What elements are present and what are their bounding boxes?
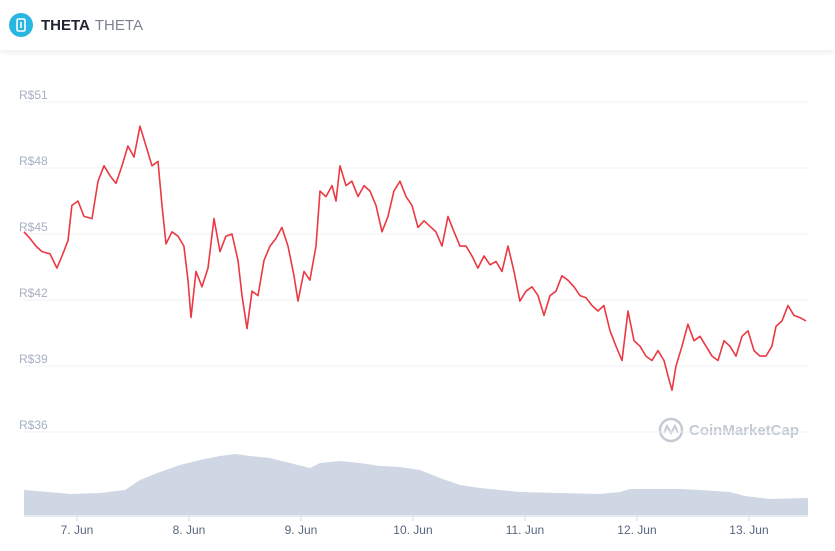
volume-area	[24, 454, 808, 515]
x-tick-label: 10. Jun	[393, 523, 432, 537]
watermark-logo-glyph	[663, 423, 679, 436]
y-tick-label: R$51	[19, 88, 48, 102]
y-tick-label: R$42	[19, 286, 48, 300]
x-tick-label: 7. Jun	[61, 523, 94, 537]
coin-name: THETA	[41, 16, 90, 34]
y-tick-label: R$36	[19, 418, 48, 432]
x-tick-label: 12. Jun	[617, 523, 656, 537]
x-tick-label: 8. Jun	[173, 523, 206, 537]
x-tick-label: 13. Jun	[729, 523, 768, 537]
x-tick-label: 9. Jun	[285, 523, 318, 537]
y-tick-label: R$45	[19, 220, 48, 234]
x-tick-label: 11. Jun	[506, 523, 544, 537]
watermark: CoinMarketCap	[689, 422, 799, 439]
y-tick-label: R$39	[19, 352, 48, 366]
coin-symbol: THETA	[94, 16, 143, 34]
icon-glyph	[16, 18, 26, 32]
header: THETA THETA	[0, 0, 835, 50]
coin-icon	[9, 13, 33, 37]
price-line	[23, 125, 807, 391]
watermark-logo	[658, 417, 684, 443]
y-tick-label: R$48	[19, 154, 48, 168]
